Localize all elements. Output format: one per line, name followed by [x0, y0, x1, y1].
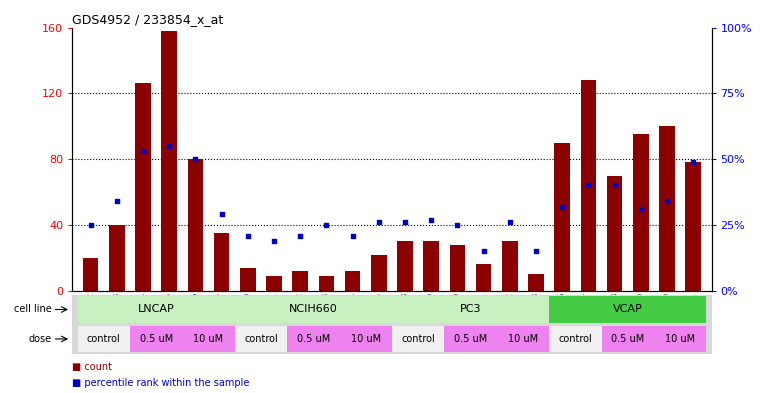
Point: [242, 232, 254, 239]
Bar: [423, 241, 439, 291]
Point: [687, 159, 699, 165]
Bar: [476, 264, 492, 291]
Text: control: control: [244, 334, 278, 344]
Point: [661, 198, 673, 204]
Bar: [502, 241, 517, 291]
Text: control: control: [559, 334, 592, 344]
Point: [399, 219, 411, 226]
Bar: [345, 271, 361, 291]
Bar: [554, 143, 570, 291]
Text: control: control: [401, 334, 435, 344]
Point: [425, 217, 438, 223]
Point: [268, 238, 280, 244]
Bar: [287, 326, 339, 352]
Bar: [234, 326, 287, 352]
Bar: [183, 326, 234, 352]
Text: VCAP: VCAP: [613, 305, 642, 314]
Bar: [497, 326, 549, 352]
Bar: [450, 245, 465, 291]
Text: dose: dose: [28, 334, 51, 344]
Point: [477, 248, 489, 255]
Point: [582, 182, 594, 189]
Text: PC3: PC3: [460, 305, 481, 314]
Point: [163, 143, 175, 149]
Point: [373, 219, 385, 226]
Text: ■ percentile rank within the sample: ■ percentile rank within the sample: [72, 378, 250, 388]
Bar: [528, 274, 544, 291]
Text: GDS4952 / 233854_x_at: GDS4952 / 233854_x_at: [72, 13, 224, 26]
Text: control: control: [87, 334, 120, 344]
Bar: [109, 225, 125, 291]
Bar: [392, 326, 444, 352]
Text: 0.5 uM: 0.5 uM: [139, 334, 173, 344]
Text: cell line: cell line: [14, 305, 51, 314]
Bar: [292, 271, 308, 291]
Point: [609, 182, 621, 189]
Bar: [266, 276, 282, 291]
Bar: [83, 258, 98, 291]
Text: 10 uM: 10 uM: [508, 334, 538, 344]
Bar: [633, 134, 648, 291]
Bar: [581, 80, 597, 291]
Bar: [549, 296, 706, 323]
Bar: [339, 326, 392, 352]
Bar: [240, 268, 256, 291]
Bar: [214, 233, 230, 291]
Bar: [397, 241, 413, 291]
Point: [504, 219, 516, 226]
Point: [451, 222, 463, 228]
Bar: [78, 296, 234, 323]
Bar: [601, 326, 654, 352]
Bar: [234, 296, 392, 323]
Bar: [444, 326, 497, 352]
Text: 0.5 uM: 0.5 uM: [454, 334, 487, 344]
Point: [635, 206, 647, 212]
Bar: [161, 31, 177, 291]
Text: NCIH660: NCIH660: [289, 305, 338, 314]
Bar: [654, 326, 706, 352]
Bar: [130, 326, 183, 352]
Bar: [549, 326, 601, 352]
Point: [530, 248, 542, 255]
Point: [111, 198, 123, 204]
Point: [346, 232, 358, 239]
Point: [137, 148, 149, 154]
Text: 0.5 uM: 0.5 uM: [297, 334, 330, 344]
Point: [215, 211, 228, 218]
Bar: [686, 162, 701, 291]
Text: 0.5 uM: 0.5 uM: [611, 334, 645, 344]
Point: [189, 156, 202, 162]
Text: 10 uM: 10 uM: [193, 334, 224, 344]
Point: [84, 222, 97, 228]
Point: [295, 232, 307, 239]
Bar: [135, 83, 151, 291]
Bar: [607, 176, 622, 291]
Text: 10 uM: 10 uM: [665, 334, 695, 344]
Bar: [659, 126, 675, 291]
Bar: [187, 159, 203, 291]
Bar: [319, 276, 334, 291]
Point: [556, 204, 568, 210]
Bar: [78, 326, 130, 352]
Bar: [371, 255, 387, 291]
Text: ■ count: ■ count: [72, 362, 113, 373]
Text: LNCAP: LNCAP: [138, 305, 174, 314]
Bar: [392, 296, 549, 323]
Point: [320, 222, 333, 228]
Text: 10 uM: 10 uM: [351, 334, 380, 344]
